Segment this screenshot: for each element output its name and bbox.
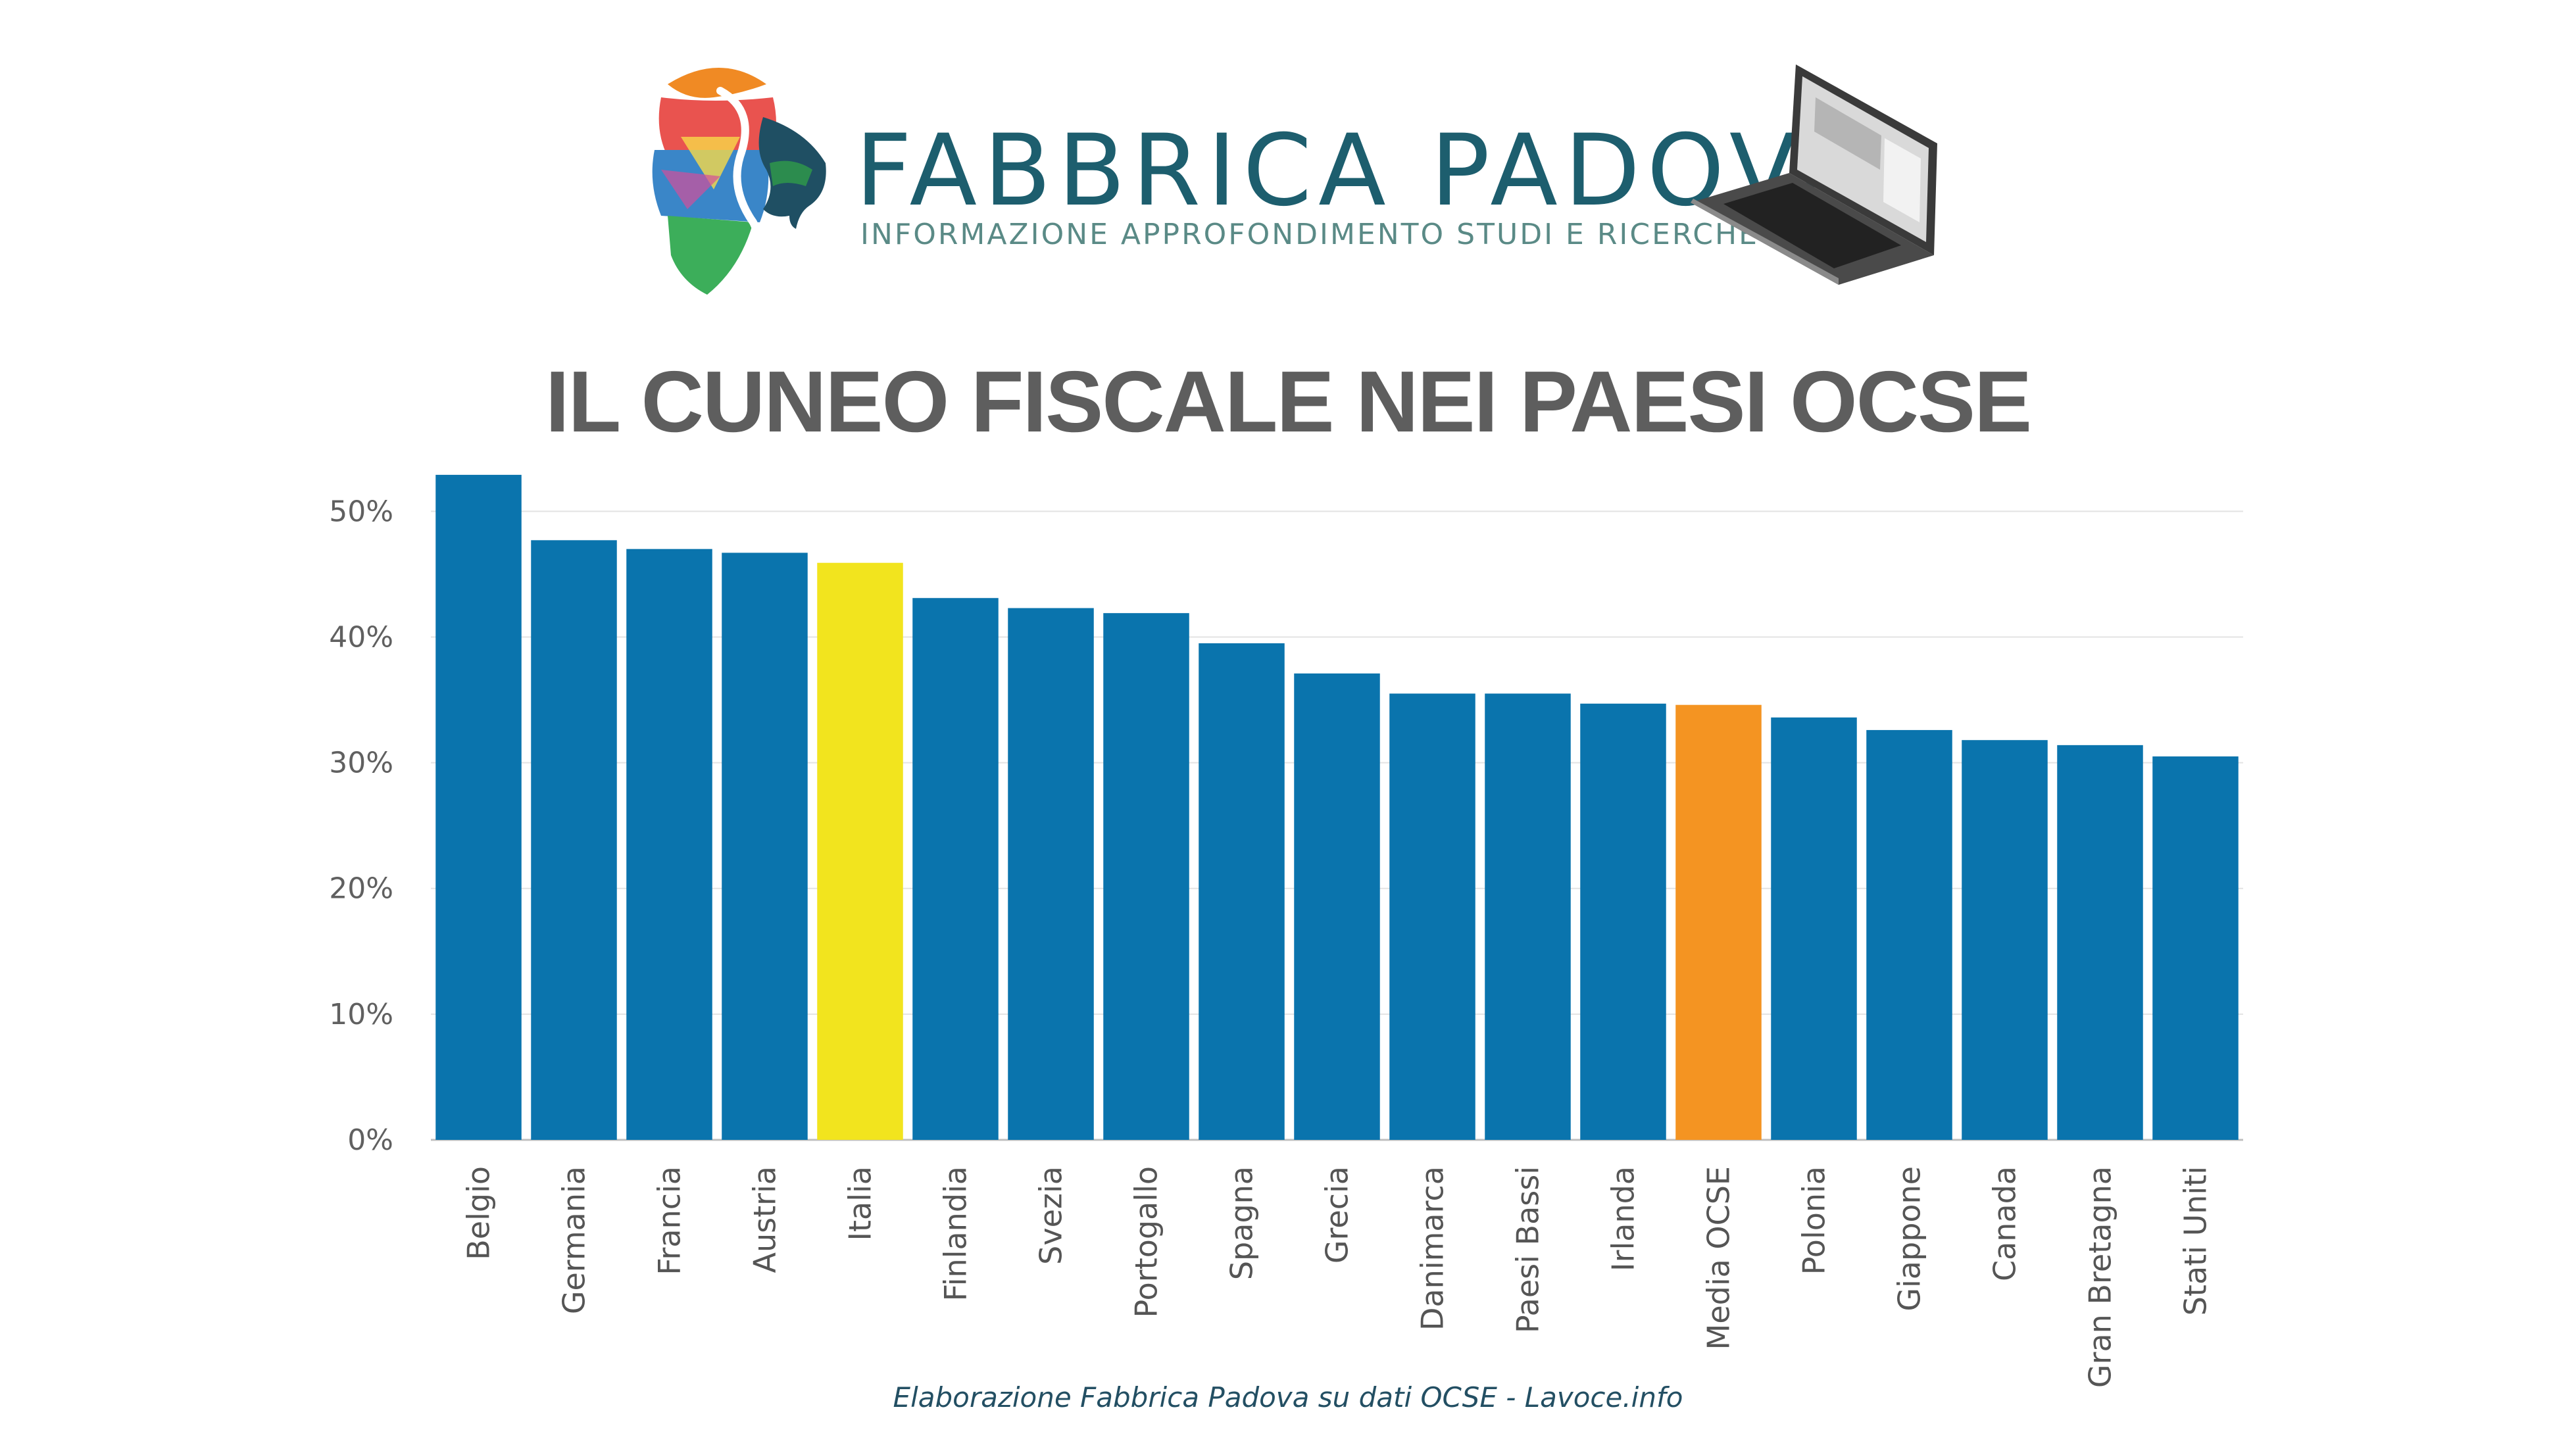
x-tick-label: Svezia bbox=[1033, 1166, 1069, 1265]
bar-danimarca bbox=[1389, 693, 1475, 1140]
x-tick-label: Austria bbox=[747, 1166, 783, 1273]
brand-tagline: INFORMAZIONE APPROFONDIMENTO STUDI E RIC… bbox=[860, 218, 1759, 251]
x-tick-label: Finlandia bbox=[938, 1166, 974, 1301]
lion-head-emblem-icon bbox=[652, 68, 826, 295]
x-tick-label: Media OCSE bbox=[1701, 1166, 1737, 1350]
bar-giappone bbox=[1866, 729, 1952, 1140]
x-tick-label: Canada bbox=[1987, 1166, 2023, 1281]
y-tick-label: 10% bbox=[329, 998, 393, 1031]
chart-title: IL CUNEO FISCALE NEI PAESI OCSE bbox=[545, 353, 2032, 450]
header: FABBRICA PADOVA INFORMAZIONE APPROFONDIM… bbox=[0, 0, 2576, 316]
x-tick-label: Belgio bbox=[461, 1166, 497, 1260]
bar-svezia bbox=[1008, 608, 1094, 1140]
x-tick-label: Paesi Bassi bbox=[1510, 1166, 1546, 1333]
bar-germania bbox=[531, 540, 617, 1140]
bar-gran-bretagna bbox=[2057, 745, 2143, 1140]
x-tick-label: Portogallo bbox=[1129, 1166, 1164, 1317]
y-axis-ticks: 0% 10% 20% 30% 40% 50% bbox=[329, 495, 393, 1157]
x-tick-label: Francia bbox=[652, 1166, 687, 1275]
y-tick-label: 40% bbox=[329, 620, 393, 654]
bar-belgio bbox=[435, 474, 522, 1140]
y-tick-label: 30% bbox=[329, 747, 393, 780]
bar-media-ocse bbox=[1675, 704, 1762, 1140]
bar-irlanda bbox=[1580, 703, 1666, 1140]
bar-austria bbox=[722, 553, 808, 1140]
bar-canada bbox=[1962, 740, 2048, 1140]
y-tick-label: 0% bbox=[347, 1123, 393, 1157]
bar-stati-uniti bbox=[2152, 756, 2239, 1140]
bar-italia bbox=[817, 562, 903, 1140]
x-tick-label: Danimarca bbox=[1415, 1166, 1450, 1331]
bars bbox=[435, 474, 2239, 1140]
bar-grecia bbox=[1294, 673, 1380, 1140]
x-tick-label: Germania bbox=[557, 1166, 592, 1314]
source-note: Elaborazione Fabbrica Padova su dati OCS… bbox=[893, 1381, 1683, 1413]
x-tick-label: Giappone bbox=[1892, 1166, 1927, 1312]
bar-finlandia bbox=[912, 598, 999, 1140]
bar-francia bbox=[626, 549, 712, 1140]
x-tick-label: Grecia bbox=[1320, 1166, 1355, 1264]
y-tick-label: 20% bbox=[329, 872, 393, 906]
x-tick-label: Italia bbox=[843, 1166, 878, 1241]
laptop-icon bbox=[1691, 64, 1937, 285]
x-tick-label: Irlanda bbox=[1606, 1166, 1641, 1271]
x-tick-label: Polonia bbox=[1796, 1166, 1832, 1275]
x-axis-ticks: Belgio Germania Francia Austria Italia Finlan… bbox=[461, 1166, 2214, 1388]
bar-paesi-bassi bbox=[1485, 693, 1571, 1140]
x-tick-label: Gran Bretagna bbox=[2083, 1166, 2118, 1388]
bar-portogallo bbox=[1103, 613, 1189, 1140]
bar-polonia bbox=[1771, 717, 1857, 1140]
y-tick-label: 50% bbox=[329, 495, 393, 528]
x-tick-label: Stati Uniti bbox=[2178, 1166, 2214, 1315]
bar-spagna bbox=[1199, 643, 1285, 1140]
x-tick-label: Spagna bbox=[1224, 1166, 1260, 1280]
